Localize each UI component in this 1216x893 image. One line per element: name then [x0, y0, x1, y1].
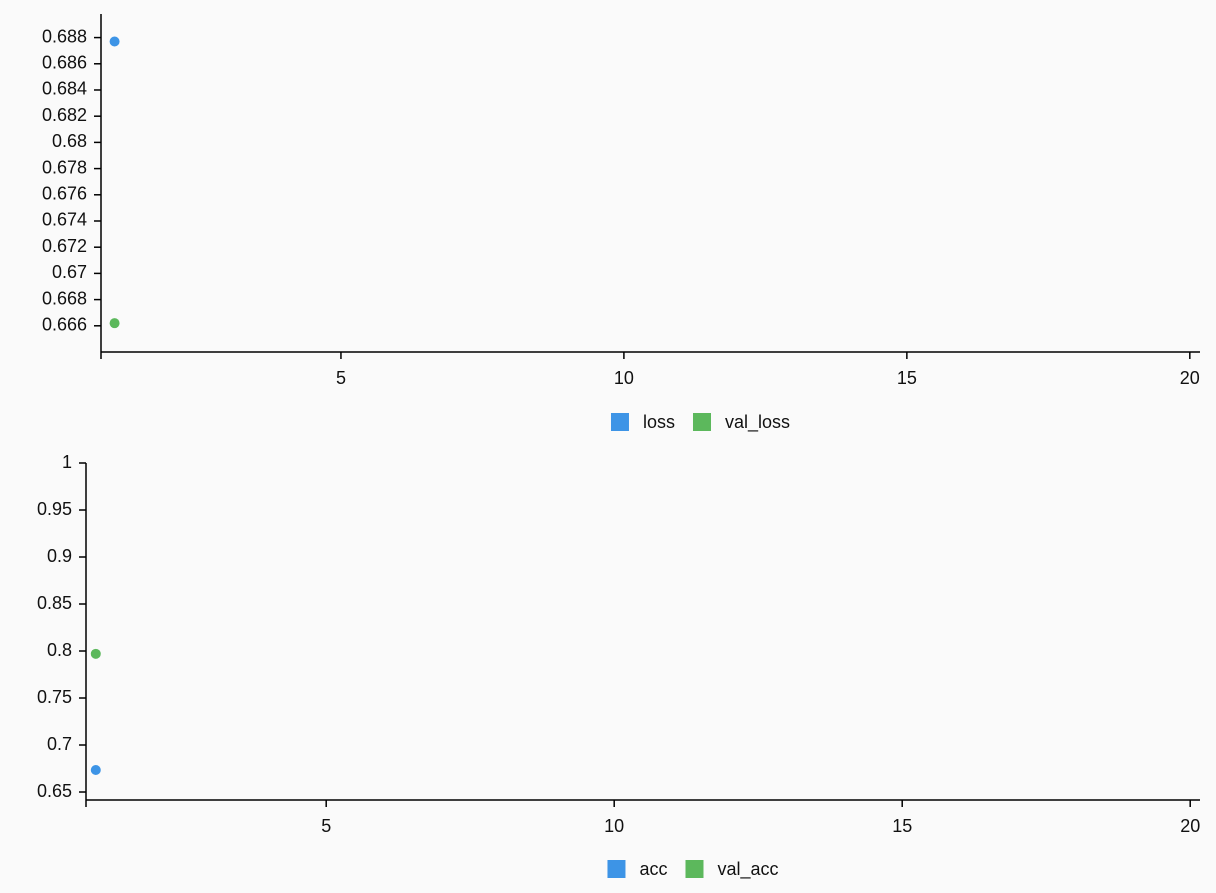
y-tick-label: 0.68	[52, 131, 87, 151]
y-tick-label: 0.684	[42, 79, 87, 99]
y-tick-label: 0.676	[42, 184, 87, 204]
x-tick-label: 15	[897, 368, 917, 388]
x-tick-label: 5	[321, 816, 331, 836]
y-tick-label: 1	[62, 452, 72, 472]
x-tick-label: 10	[604, 816, 624, 836]
y-tick-label: 0.666	[42, 315, 87, 335]
y-tick-label: 0.75	[37, 687, 72, 707]
y-tick-label: 0.65	[37, 781, 72, 801]
y-tick-label: 0.95	[37, 499, 72, 519]
legend-swatch	[607, 860, 626, 878]
y-tick-label: 0.7	[47, 734, 72, 754]
legend-swatch	[685, 860, 704, 878]
y-tick-label: 0.672	[42, 236, 87, 256]
x-tick-label: 15	[892, 816, 912, 836]
legend-label: val_loss	[725, 412, 790, 433]
y-tick-label: 0.682	[42, 105, 87, 125]
legend-label: val_acc	[717, 859, 778, 880]
y-tick-label: 0.668	[42, 288, 87, 308]
x-tick-label: 20	[1180, 368, 1200, 388]
y-tick-label: 0.8	[47, 640, 72, 660]
legend-swatch	[610, 413, 629, 431]
y-tick-label: 0.9	[47, 546, 72, 566]
point	[90, 765, 101, 776]
x-tick-label: 5	[336, 368, 346, 388]
y-tick-label: 0.678	[42, 157, 87, 177]
x-tick-label: 20	[1180, 816, 1200, 836]
y-tick-label: 0.688	[42, 26, 87, 46]
legend-label: acc	[639, 859, 667, 879]
legend-swatch	[692, 413, 711, 431]
legend-label: loss	[643, 412, 675, 432]
y-tick-label: 0.686	[42, 53, 87, 73]
y-tick-label: 0.674	[42, 210, 87, 230]
point	[109, 318, 120, 329]
x-tick-label: 10	[614, 368, 634, 388]
point	[90, 648, 101, 659]
y-tick-label: 0.67	[52, 262, 87, 282]
y-tick-label: 0.85	[37, 593, 72, 613]
point	[109, 36, 120, 47]
